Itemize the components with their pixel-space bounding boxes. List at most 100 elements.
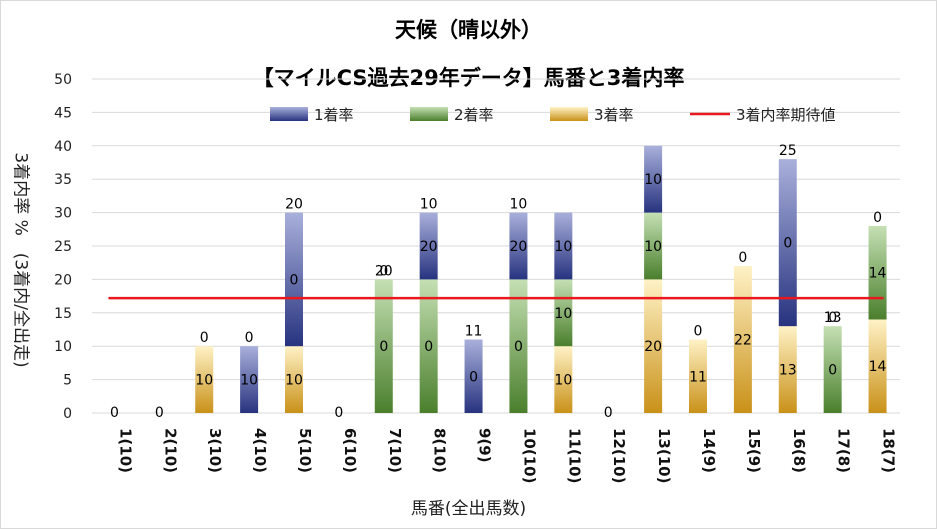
legend-swatch [270,107,308,121]
data-label: 0 [110,405,119,421]
data-label: 0 [334,405,343,421]
y-tick-label: 35 [54,172,72,188]
data-label: 0 [738,250,747,266]
data-label: 10 [554,239,572,255]
data-label: 10 [285,373,303,389]
x-tick-label: 17(8) [835,428,853,473]
y-tick-label: 25 [54,239,72,255]
data-label: 10 [195,373,213,389]
bar-segment [374,279,393,413]
bar-segment [868,225,887,320]
bar-segment [285,212,303,347]
data-label: 13 [824,310,842,326]
data-label: 14 [869,359,887,375]
bar-segment [689,339,707,413]
y-tick-label: 45 [54,105,72,121]
x-tick-label: 16(8) [790,428,808,473]
chart-title: 天候（晴以外） [395,18,542,42]
data-label: 0 [783,236,792,252]
data-label: 13 [779,363,797,379]
bar-segment [778,159,797,327]
x-tick-label: 13(10) [655,428,673,483]
y-tick-label: 50 [54,72,72,88]
data-label: 0 [873,210,882,226]
data-label: 10 [554,373,572,389]
x-tick-label: 5(10) [296,428,314,473]
data-label: 0 [514,339,523,355]
data-label: 11 [689,369,707,385]
data-label: 20 [420,239,438,255]
bar-segment [419,279,438,413]
data-label: 10 [240,373,258,389]
data-label: 22 [734,333,752,349]
legend-label: 2着率 [454,106,494,124]
data-label: 25 [779,143,797,159]
x-tick-label: 2(10) [161,428,179,473]
bar-segment [733,266,752,413]
data-label: 0 [828,310,837,326]
data-label: 0 [379,263,388,279]
x-tick-label: 8(10) [431,428,449,473]
x-tick-label: 7(10) [386,428,404,473]
bar-segment [285,346,303,413]
data-label: 0 [245,330,254,346]
x-tick-label: 3(10) [206,428,224,473]
legend-swatch [410,107,448,121]
y-tick-label: 20 [54,272,72,288]
x-axis-label: 馬番(全出馬数) [410,499,527,519]
x-tick-label: 1(10) [116,428,134,473]
bar-segment [240,346,259,413]
data-label: 0 [604,405,613,421]
bar-segment [195,346,214,413]
y-tick-label: 30 [54,206,72,222]
data-label: 0 [424,339,433,355]
data-label: 0 [155,405,164,421]
data-label: 10 [644,172,662,188]
x-tick-label: 10(10) [520,428,538,483]
bar-segment [644,212,663,280]
data-label: 10 [554,306,572,322]
chart-subtitle: 【マイルCS過去29年データ】馬番と3着内率 [252,66,685,90]
x-tick-label: 14(9) [700,428,718,473]
bar-segment [554,279,573,347]
bar-segment [644,279,663,413]
legend-label: 1着率 [314,106,354,124]
x-tick-label: 9(9) [476,428,494,463]
data-label: 0 [379,339,388,355]
y-tick-label: 0 [63,406,72,422]
bar-segment [464,339,483,413]
data-label: 14 [869,266,887,282]
data-label: 20 [375,263,393,279]
x-tick-label: 12(10) [610,428,628,483]
data-label: 10 [420,197,438,213]
x-tick-label: 15(9) [745,428,763,473]
bar-segment [509,212,528,280]
bar-segment [868,319,887,413]
data-label: 10 [510,197,528,213]
data-label: 11 [465,324,483,340]
data-label: 10 [644,239,662,255]
legend-swatch [550,107,588,121]
data-label: 0 [694,324,703,340]
y-tick-label: 15 [54,306,72,322]
bar-segment [554,346,573,413]
data-label: 0 [469,369,478,385]
x-tick-label: 18(7) [880,428,898,473]
bar-segment [823,326,842,413]
x-tick-label: 11(10) [565,428,583,483]
data-label: 0 [290,272,299,288]
x-tick-label: 4(10) [251,428,269,473]
data-label: 0 [200,330,209,346]
legend-label: 3着率 [594,106,634,124]
bar-segment [509,279,528,413]
bar-segment [644,145,663,213]
y-tick-label: 5 [63,373,72,389]
bar-segment [778,326,797,413]
x-tick-label: 6(10) [341,428,359,473]
data-label: 20 [285,197,303,213]
data-label: 20 [644,339,662,355]
y-tick-label: 10 [54,339,72,355]
data-label: 20 [510,239,528,255]
data-label: 0 [828,363,837,379]
